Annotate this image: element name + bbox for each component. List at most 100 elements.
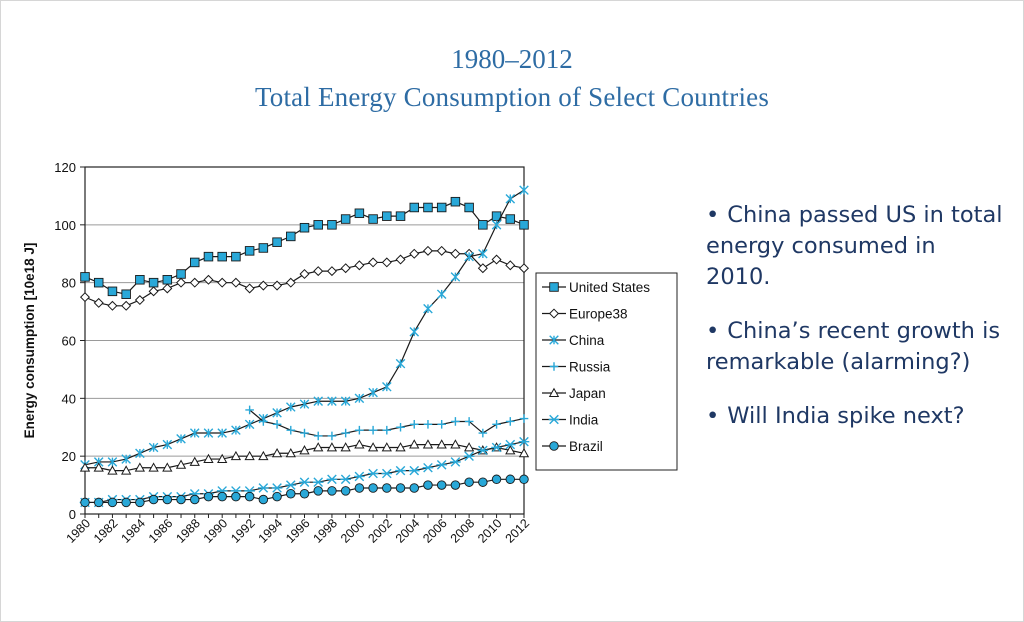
data-point-brazil: [148, 494, 159, 505]
data-point-united-states: [505, 214, 516, 224]
data-point-united-states: [148, 277, 159, 288]
legend-marker-japan: [548, 387, 560, 397]
data-point-china: [244, 419, 255, 430]
data-point-brazil: [162, 494, 173, 505]
data-point-europe38: [79, 292, 91, 303]
data-point-china: [148, 442, 159, 453]
data-point-russia: [368, 425, 378, 435]
data-point-russia: [396, 422, 405, 432]
data-point-europe38: [258, 280, 269, 291]
data-point-united-states: [519, 220, 529, 230]
legend-marker-china: [549, 335, 559, 345]
data-point-russia: [478, 428, 488, 438]
data-point-united-states: [409, 202, 420, 213]
data-point-china: [382, 381, 392, 392]
data-point-europe38: [436, 245, 447, 256]
data-point-russia: [286, 425, 296, 435]
data-point-china: [327, 396, 337, 407]
legend-entry-russia: Russia: [542, 360, 611, 375]
x-tick-label: 1996: [283, 516, 313, 546]
data-point-brazil: [258, 494, 269, 505]
data-point-europe38: [134, 295, 145, 306]
data-point-japan: [381, 442, 392, 452]
legend-label-china: China: [569, 333, 605, 348]
data-point-europe38: [107, 300, 118, 311]
legend-marker-europe38: [548, 308, 560, 319]
bullet-text-china-passed-us: China passed US in total energy consumed…: [706, 202, 1003, 290]
legend-label-europe38: Europe38: [569, 307, 628, 322]
data-point-brazil: [203, 491, 214, 502]
x-tick-label: 1990: [201, 516, 231, 546]
x-tick-label: 2002: [365, 516, 395, 546]
x-tick-label: 2006: [420, 516, 450, 546]
data-point-brazil: [121, 497, 131, 508]
data-point-japan: [162, 462, 173, 472]
data-point-china: [464, 251, 474, 262]
data-point-china: [285, 402, 296, 412]
data-point-brazil: [395, 483, 406, 493]
data-point-united-states: [340, 214, 351, 224]
data-point-india: [340, 474, 351, 485]
data-point-china: [217, 428, 227, 438]
data-point-japan: [354, 439, 365, 449]
data-point-russia: [519, 414, 529, 423]
data-point-japan: [93, 462, 104, 472]
data-point-europe38: [93, 297, 104, 308]
slide-title-years: 1980–2012: [451, 44, 573, 74]
data-point-japan: [299, 445, 310, 455]
data-point-europe38: [230, 277, 241, 288]
data-point-brazil: [505, 474, 516, 485]
x-tick-label: 2012: [503, 516, 533, 546]
data-point-japan: [244, 450, 255, 461]
y-tick-label: 100: [54, 218, 76, 233]
data-point-brazil: [436, 480, 447, 490]
series-brazil: [80, 474, 529, 508]
data-point-japan: [230, 450, 242, 461]
y-tick-label: 40: [62, 391, 76, 406]
data-point-russia: [245, 405, 254, 415]
data-point-brazil: [519, 474, 529, 485]
data-point-brazil: [299, 489, 310, 499]
data-point-japan: [326, 442, 338, 452]
data-point-united-states: [189, 257, 200, 268]
data-point-india: [491, 442, 502, 453]
data-point-brazil: [93, 497, 104, 508]
data-point-china: [176, 434, 186, 444]
data-point-brazil: [217, 491, 227, 502]
y-tick-label: 120: [54, 160, 76, 175]
data-point-china: [491, 220, 502, 230]
legend-label-united-states: United States: [569, 280, 650, 295]
data-point-japan: [505, 445, 516, 455]
x-tick-label: 1982: [91, 516, 121, 546]
bullet-list: • China passed US in total energy consume…: [706, 200, 1006, 455]
data-point-brazil: [313, 486, 323, 496]
data-point-europe38: [162, 283, 173, 294]
data-point-china: [203, 428, 214, 438]
data-point-europe38: [422, 245, 433, 256]
legend-label-japan: Japan: [569, 386, 606, 401]
x-tick-label: 1998: [310, 516, 340, 546]
data-point-india: [299, 477, 310, 487]
data-point-europe38: [299, 268, 310, 279]
data-point-india: [258, 483, 269, 493]
data-point-brazil: [423, 480, 433, 490]
series-russia: [245, 405, 529, 441]
data-point-japan: [313, 442, 324, 452]
data-point-china: [368, 387, 378, 398]
data-point-china: [299, 399, 310, 409]
y-tick-label: 0: [69, 507, 76, 522]
data-point-europe38: [505, 260, 516, 271]
data-point-brazil: [478, 477, 488, 487]
data-point-china: [135, 448, 145, 459]
x-tick-label: 1994: [256, 516, 286, 546]
data-point-india: [395, 465, 406, 476]
data-point-japan: [189, 456, 200, 466]
data-point-united-states: [217, 251, 227, 262]
data-point-india: [367, 468, 379, 479]
data-point-russia: [313, 431, 323, 441]
legend-box: [535, 272, 678, 471]
data-point-united-states: [395, 211, 406, 221]
data-point-japan: [271, 447, 283, 458]
data-point-europe38: [409, 248, 420, 259]
data-point-russia: [300, 428, 309, 438]
